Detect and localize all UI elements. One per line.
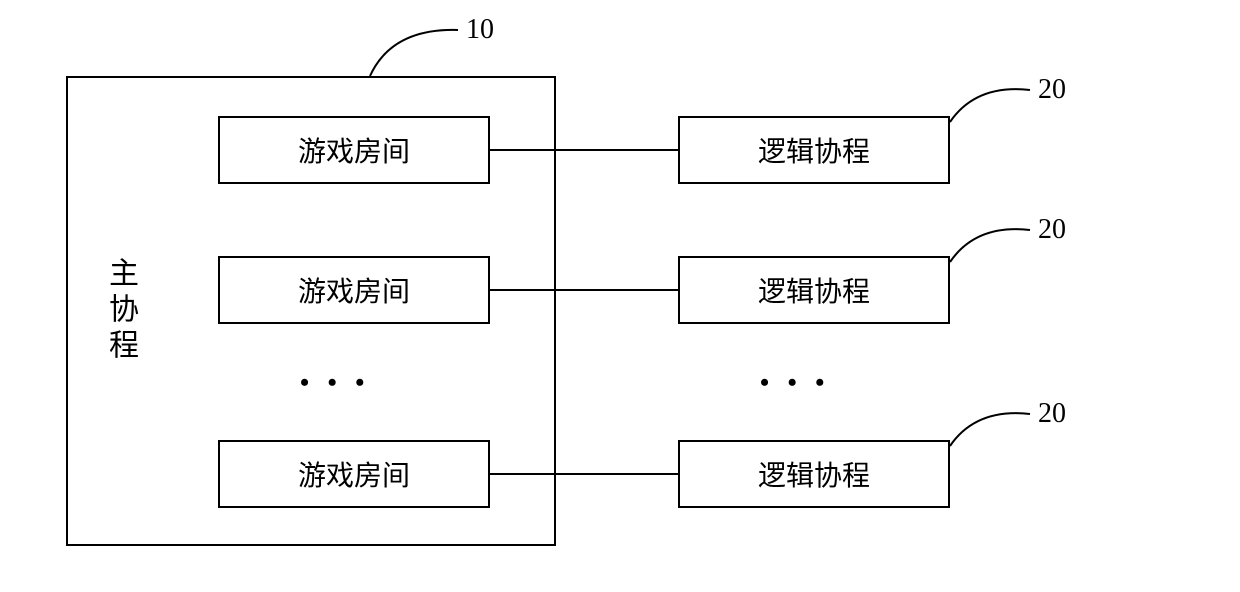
logic-coroutine-label: 逻辑协程 xyxy=(758,130,870,170)
logic-coroutine-box: 逻辑协程 xyxy=(678,116,950,184)
ref-number-20: 20 xyxy=(1038,74,1066,106)
ellipsis-right: • • • xyxy=(760,368,830,398)
main-coroutine-label: 主协程 xyxy=(98,257,142,365)
ref-number-20: 20 xyxy=(1038,214,1066,246)
game-room-box: 游戏房间 xyxy=(218,440,490,508)
logic-coroutine-label: 逻辑协程 xyxy=(758,270,870,310)
game-room-label: 游戏房间 xyxy=(298,130,410,170)
diagram-canvas: 主协程 游戏房间 游戏房间 游戏房间 逻辑协程 逻辑协程 逻辑协程 • • • … xyxy=(0,0,1240,592)
game-room-box: 游戏房间 xyxy=(218,256,490,324)
logic-coroutine-box: 逻辑协程 xyxy=(678,440,950,508)
logic-coroutine-box: 逻辑协程 xyxy=(678,256,950,324)
game-room-label: 游戏房间 xyxy=(298,454,410,494)
ref-number-10: 10 xyxy=(466,14,494,46)
game-room-box: 游戏房间 xyxy=(218,116,490,184)
logic-coroutine-label: 逻辑协程 xyxy=(758,454,870,494)
ellipsis-left: • • • xyxy=(300,368,370,398)
game-room-label: 游戏房间 xyxy=(298,270,410,310)
ref-number-20: 20 xyxy=(1038,398,1066,430)
